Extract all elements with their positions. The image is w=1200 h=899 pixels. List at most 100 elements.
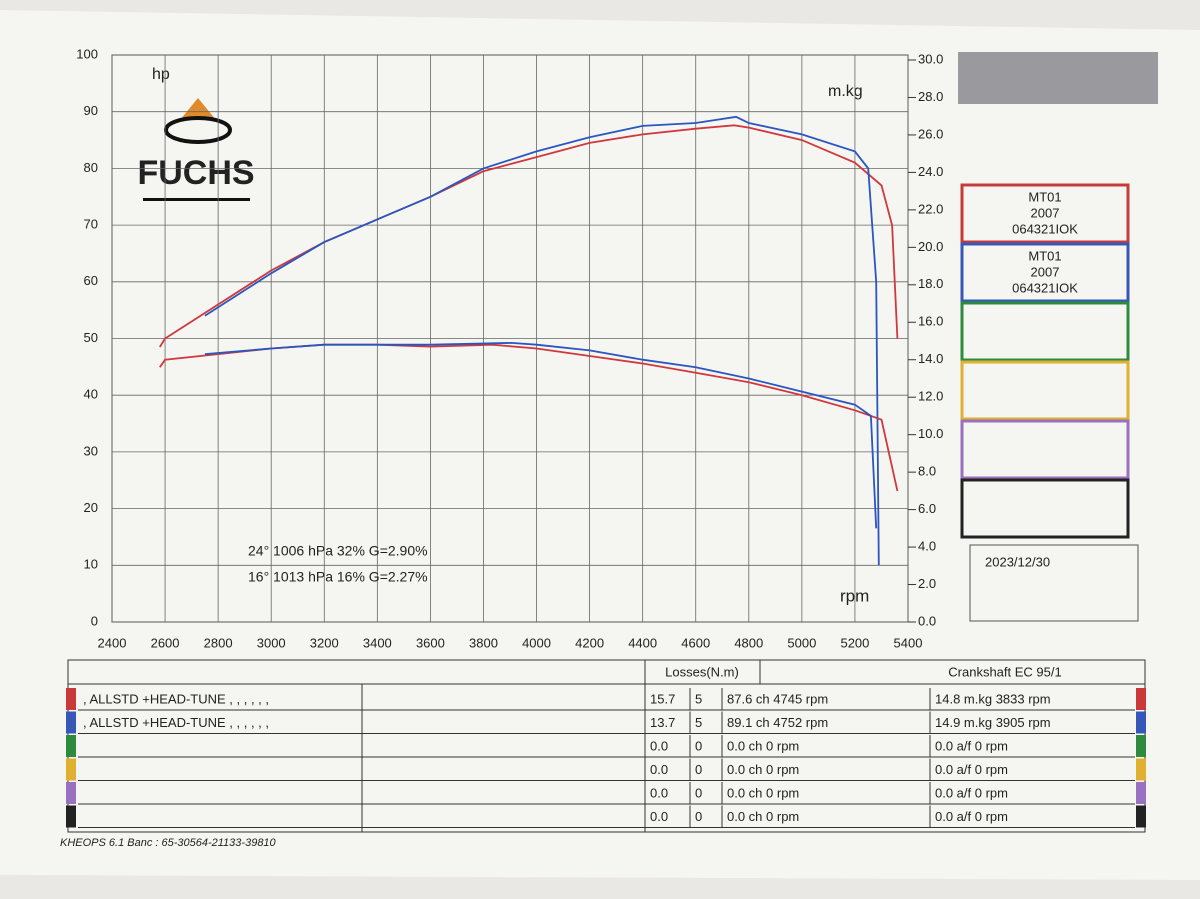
logo: FUCHS [137, 98, 255, 201]
table-cell: 89.1 ch 4752 rpm [727, 715, 828, 730]
x-tick-label: 4000 [522, 635, 551, 650]
date: 2023/12/30 [985, 554, 1050, 569]
y-tick-label: 100 [76, 46, 98, 61]
table-cell: 0.0 [650, 762, 668, 777]
row-swatch [66, 711, 76, 734]
logo-text: FUCHS [137, 154, 254, 192]
x-tick-label: 5000 [787, 635, 816, 650]
table-cell: 0 [695, 738, 702, 753]
paper [0, 10, 1200, 880]
y2-tick-label: 6.0 [918, 501, 936, 516]
legend-box [960, 242, 1130, 303]
x-tick-label: 2600 [151, 635, 180, 650]
y-tick-label: 10 [84, 557, 98, 572]
table-cell: 87.6 ch 4745 rpm [727, 691, 828, 706]
table-cell: 0.0 a/f 0 rpm [935, 785, 1008, 800]
row-swatch [1136, 711, 1146, 734]
table-cell: 0.0 ch 0 rpm [727, 762, 799, 777]
y2-tick-label: 10.0 [918, 426, 943, 441]
row-swatch [66, 688, 76, 710]
x-tick-label: 2800 [204, 635, 233, 650]
x-tick-label: 2400 [98, 635, 127, 650]
y2-axis-label: m.kg [828, 83, 863, 100]
x-tick-label: 3600 [416, 635, 445, 650]
y-axis-label: hp [152, 66, 170, 83]
y2-tick-label: 12.0 [918, 389, 943, 404]
x-tick-label: 5400 [894, 635, 923, 650]
y-tick-label: 70 [84, 217, 98, 232]
y2-tick-label: 24.0 [918, 164, 943, 179]
table-cell: 0.0 [650, 809, 668, 824]
series-line [204, 341, 878, 529]
row-swatch [1136, 805, 1146, 828]
legend-box [960, 419, 1130, 480]
x-tick-label: 3400 [363, 635, 392, 650]
y2-tick-label: 2.0 [918, 576, 936, 591]
table-cell: 14.9 m.kg 3905 rpm [935, 715, 1051, 730]
table-cell: 0 [695, 785, 702, 800]
y2-tick-label: 22.0 [918, 201, 943, 216]
row-swatch [66, 735, 76, 757]
y2-tick-label: 14.0 [918, 351, 943, 366]
y2-tick-label: 28.0 [918, 89, 943, 104]
redacted-block [958, 52, 1158, 104]
legend-box [960, 301, 1130, 362]
y2-tick-label: 16.0 [918, 314, 943, 329]
table-cell: 5 [695, 691, 702, 706]
x-tick-label: 4800 [734, 635, 763, 650]
x-tick-label: 5200 [840, 635, 869, 650]
row-swatch [1136, 735, 1146, 757]
row-swatch [1136, 688, 1146, 710]
x-tick-label: 3000 [257, 635, 286, 650]
legend-box [960, 478, 1130, 539]
table-cell: 0 [695, 809, 702, 824]
annotation: 16° 1013 hPa 16% G=2.27% [248, 569, 428, 585]
legend-box [960, 183, 1130, 244]
annotation: 24° 1006 hPa 32% G=2.90% [248, 543, 428, 559]
logo-triangle [180, 98, 216, 120]
row-swatch [66, 805, 76, 828]
table-cell: 0.0 [650, 785, 668, 800]
table-cell: 0.0 ch 0 rpm [727, 785, 799, 800]
table-cell: 0.0 [650, 738, 668, 753]
footer: KHEOPS 6.1 Banc : 65-30564-21133-39810 [60, 837, 277, 849]
table-cell: , ALLSTD +HEAD-TUNE , , , , , , [83, 691, 269, 706]
table-cell: , ALLSTD +HEAD-TUNE , , , , , , [83, 715, 269, 730]
table-cell: 15.7 [650, 691, 675, 706]
x-tick-label: 4400 [628, 635, 657, 650]
series-line [204, 115, 880, 566]
y2-tick-label: 20.0 [918, 239, 943, 254]
x-tick-label: 3800 [469, 635, 498, 650]
y2-tick-label: 0.0 [918, 613, 936, 628]
legend-text: MT01 [1028, 248, 1061, 263]
legend-text: 064321IOK [1012, 221, 1078, 236]
table-header: Crankshaft EC 95/1 [948, 664, 1061, 679]
table-cell: 0 [695, 762, 702, 777]
y-tick-label: 40 [84, 387, 98, 402]
y2-tick-label: 26.0 [918, 126, 943, 141]
table-cell: 0.0 ch 0 rpm [727, 738, 799, 753]
table-header: Losses(N.m) [665, 664, 739, 679]
row-swatch [66, 758, 76, 781]
legend-text: MT01 [1028, 189, 1061, 204]
table-cell: 13.7 [650, 715, 675, 730]
logo-bike [164, 116, 232, 144]
x-tick-label: 3200 [310, 635, 339, 650]
y2-tick-label: 8.0 [918, 464, 936, 479]
y2-tick-label: 18.0 [918, 276, 943, 291]
y-tick-label: 30 [84, 443, 98, 458]
x-tick-label: 4600 [681, 635, 710, 650]
y-tick-label: 0 [91, 613, 98, 628]
y-tick-label: 50 [84, 330, 98, 345]
logo-bar [143, 198, 250, 201]
legend-box [960, 360, 1130, 421]
y2-tick-label: 30.0 [918, 51, 943, 66]
table-cell: 5 [695, 715, 702, 730]
table-cell: 0.0 a/f 0 rpm [935, 738, 1008, 753]
y-tick-label: 90 [84, 103, 98, 118]
y2-tick-label: 4.0 [918, 539, 936, 554]
table-cell: 14.8 m.kg 3833 rpm [935, 691, 1051, 706]
series-line [159, 124, 899, 348]
y-tick-label: 80 [84, 160, 98, 175]
